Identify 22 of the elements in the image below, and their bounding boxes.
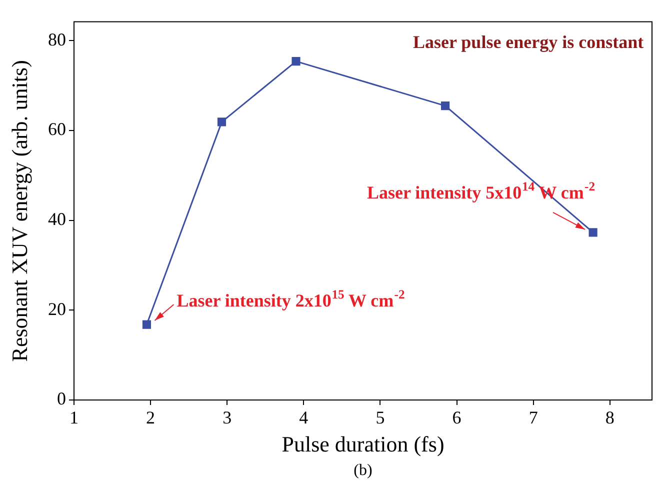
y-tick-label: 20	[48, 298, 66, 319]
point	[588, 228, 598, 237]
annotation: Laser pulse energy is constant	[413, 32, 644, 52]
y-axis-title: Resonant XUV energy (arb. units)	[6, 60, 32, 362]
x-axis-title: Pulse duration (fs)	[282, 432, 444, 457]
point	[292, 57, 300, 66]
point	[217, 118, 226, 126]
point	[441, 102, 450, 110]
point	[142, 320, 152, 329]
x-tick-label: 1	[70, 408, 78, 428]
x-tick-label: 5	[376, 408, 385, 428]
x-tick-label: 2	[146, 408, 156, 428]
y-tick-label: 80	[48, 29, 66, 50]
x-tick-label: 4	[299, 408, 308, 428]
x-tick-label: 3	[222, 408, 232, 428]
x-tick-label: 8	[605, 408, 614, 428]
y-tick-label: 40	[48, 209, 66, 230]
text: (b)	[354, 462, 372, 480]
y-tick-label: 60	[48, 119, 66, 140]
x-tick-label: 7	[528, 408, 538, 428]
x-tick-label: 6	[452, 408, 462, 428]
y-tick-label: 0	[57, 388, 66, 409]
